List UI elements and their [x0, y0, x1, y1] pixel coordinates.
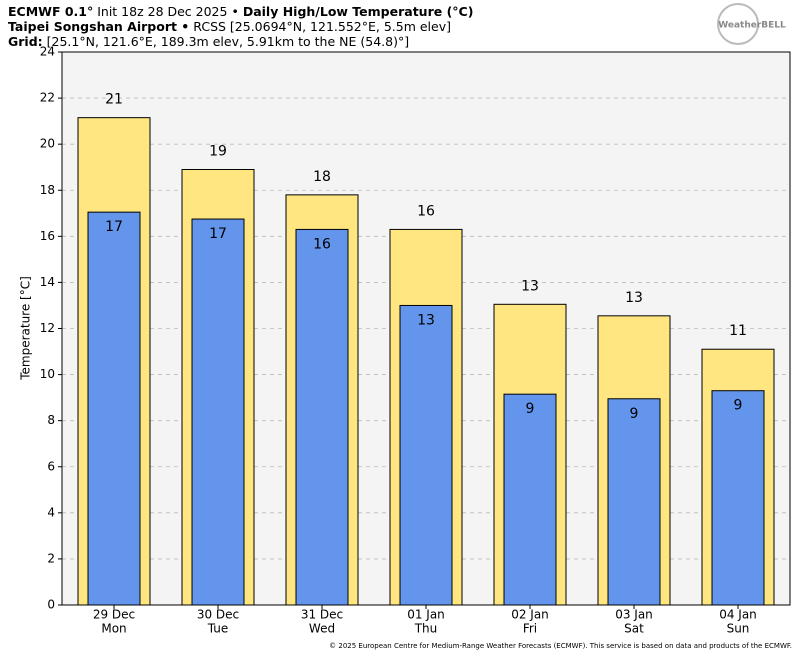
- y-tick-label: 8: [47, 413, 55, 427]
- bar: [711, 390, 765, 606]
- logo: WeatherBELL: [717, 3, 786, 45]
- logo-text: WeatherBELL: [718, 21, 786, 31]
- bar: [503, 393, 557, 606]
- title-main: Daily High/Low Temperature (°C): [243, 4, 474, 19]
- x-tick-label: Sun: [727, 622, 750, 636]
- y-tick-label: 20: [40, 137, 55, 151]
- value-label: 9: [526, 401, 535, 417]
- x-tick-label: 04 Jan: [719, 608, 757, 622]
- title-line: ECMWF 0.1° Init 18z 28 Dec 2025 • Daily …: [8, 4, 473, 19]
- bar: [607, 398, 661, 606]
- bar: [295, 228, 349, 606]
- bar: [191, 218, 245, 606]
- y-axis-label: Temperature [°C]: [19, 276, 33, 381]
- logo-circle: [717, 3, 759, 45]
- bar: [87, 211, 141, 606]
- y-tick-label: 16: [40, 229, 55, 243]
- y-tick-label: 14: [40, 275, 55, 289]
- y-tick-label: 10: [40, 367, 55, 381]
- value-label: 19: [209, 144, 227, 160]
- value-label: 9: [734, 398, 743, 414]
- station-name: Taipei Songshan Airport •: [8, 19, 189, 34]
- station-info: RCSS [25.0694°N, 121.552°E, 5.5m elev]: [193, 19, 451, 34]
- y-tick-label: 18: [40, 183, 55, 197]
- grid-label: Grid:: [8, 34, 43, 49]
- y-tick-label: 24: [40, 45, 55, 59]
- grid-line-info: Grid: [25.1°N, 121.6°E, 189.3m elev, 5.9…: [8, 34, 409, 49]
- x-tick-label: Wed: [309, 622, 335, 636]
- value-label: 9: [630, 406, 639, 422]
- y-tick-label: 4: [47, 505, 55, 519]
- value-label: 13: [625, 290, 643, 306]
- x-tick-label: Tue: [207, 622, 229, 636]
- value-label: 21: [105, 92, 123, 108]
- y-tick-label: 22: [40, 91, 55, 105]
- value-label: 17: [105, 219, 123, 235]
- value-label: 16: [313, 236, 331, 252]
- value-label: 16: [417, 203, 435, 219]
- x-tick-label: 31 Dec: [301, 608, 343, 622]
- title-model: ECMWF 0.1°: [8, 4, 93, 19]
- x-tick-label: 03 Jan: [615, 608, 653, 622]
- value-label: 18: [313, 169, 331, 185]
- x-tick-label: Sat: [624, 622, 644, 636]
- subtitle-line: Taipei Songshan Airport • RCSS [25.0694°…: [8, 19, 451, 34]
- y-tick-label: 6: [47, 459, 55, 473]
- x-tick-label: 02 Jan: [511, 608, 549, 622]
- value-label: 13: [521, 278, 539, 294]
- grid-info: [25.1°N, 121.6°E, 189.3m elev, 5.91km to…: [47, 34, 409, 49]
- x-tick-label: 01 Jan: [407, 608, 445, 622]
- x-tick-label: Thu: [414, 622, 438, 636]
- x-tick-label: 29 Dec: [93, 608, 135, 622]
- y-tick-label: 0: [47, 598, 55, 612]
- y-tick-label: 2: [47, 551, 55, 565]
- bar: [399, 304, 453, 606]
- x-tick-label: Fri: [523, 622, 537, 636]
- value-label: 13: [417, 312, 435, 328]
- y-tick-label: 12: [40, 321, 55, 335]
- x-tick-label: 30 Dec: [197, 608, 239, 622]
- title-init: Init 18z 28 Dec 2025 •: [97, 4, 239, 19]
- x-tick-label: Mon: [101, 622, 126, 636]
- value-label: 11: [729, 323, 747, 339]
- footer: © 2025 European Centre for Medium-Range …: [329, 642, 792, 650]
- value-label: 17: [209, 226, 227, 242]
